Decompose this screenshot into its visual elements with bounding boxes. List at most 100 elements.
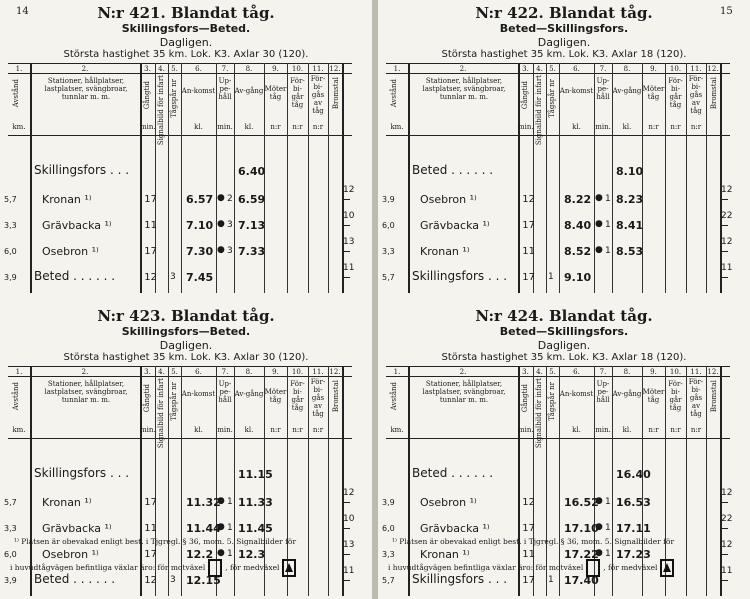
grid-line xyxy=(342,63,344,293)
grid-line xyxy=(30,366,32,596)
column-number: 11. xyxy=(690,368,702,376)
header-meets-unit: n:r xyxy=(648,123,659,131)
header-stop: Up-pe-håll xyxy=(218,380,232,404)
station-name: Beted . . . . . . xyxy=(34,572,116,586)
distance-km: 3,3 xyxy=(4,221,17,230)
header-running-unit: min. xyxy=(140,123,156,131)
arrival-time: 8.52 xyxy=(564,245,592,258)
departure-time: 8.10 xyxy=(616,165,644,178)
header-passes: För-bi-går tåg xyxy=(290,77,305,109)
grid-line xyxy=(181,366,182,596)
footnote-text: i huvudtågvägen befintliga växlar äro: f… xyxy=(388,563,584,572)
schedule-days: Dagligen. xyxy=(537,339,591,352)
header-departure-unit: kl. xyxy=(622,426,632,434)
arrival-time: 11.32 xyxy=(186,496,221,509)
departure-time: 17.11 xyxy=(616,522,651,535)
grid-line xyxy=(594,63,595,293)
column-number: 12. xyxy=(707,368,719,376)
arrival-time: 7.10 xyxy=(186,219,214,232)
train-title: N:r 424. Blandat tåg. xyxy=(378,308,750,325)
stop-minutes: 1 xyxy=(227,497,233,507)
right-page: 15 N:r 422. Blandat tåg. Beted—Skillingsfo… xyxy=(378,0,750,599)
column-number: 1. xyxy=(393,65,401,73)
column-number: 3. xyxy=(144,368,151,376)
timetable-row: 3,9 Osebron ¹⁾ 12 8.22 ● 1 8.23 12 xyxy=(382,185,732,209)
timetable-row: 5,7 Skillingsfors . . . 17 1 9.10 11 xyxy=(382,263,732,287)
header-passes: För-bi-går tåg xyxy=(668,380,683,412)
running-time: 17 xyxy=(522,220,535,231)
grid-line xyxy=(408,63,410,293)
grid-line xyxy=(612,63,613,293)
route: Skillingsfors—Beted. xyxy=(121,22,251,35)
stop-marker-icon: ● xyxy=(217,496,225,506)
header-passes: För-bi-går tåg xyxy=(290,380,305,412)
grid-line xyxy=(665,63,666,293)
grid-line xyxy=(234,366,235,596)
grid-line xyxy=(264,366,265,596)
schedule-days: Dagligen. xyxy=(159,36,213,49)
distance-km: 5,7 xyxy=(382,576,395,585)
header-km: km. xyxy=(12,123,26,131)
train-title: N:r 421. Blandat tåg. xyxy=(0,5,372,22)
stop-minutes: 1 xyxy=(605,246,611,256)
header-passes: För-bi-går tåg xyxy=(668,77,683,109)
grid-line xyxy=(308,366,309,596)
column-number: 8. xyxy=(245,65,253,73)
header-meets: Möter tåg xyxy=(642,85,665,101)
header-arrival: An-komst xyxy=(559,390,594,398)
stop-minutes: 1 xyxy=(227,549,233,559)
grid-line xyxy=(234,63,235,293)
distance-km: 3,3 xyxy=(4,524,17,533)
grid-line xyxy=(328,63,329,293)
arrival-time: 8.40 xyxy=(564,219,592,232)
running-time: 11 xyxy=(144,220,157,231)
stop-minutes: 1 xyxy=(605,523,611,533)
column-number: 3. xyxy=(522,368,529,376)
departure-time: 8.53 xyxy=(616,245,644,258)
station-name: Osebron ¹⁾ xyxy=(42,548,99,561)
grid-line xyxy=(642,63,643,293)
header-stations: Stationer, hållplatser, lastplatser, svä… xyxy=(44,380,128,404)
header-departure: Av-gång xyxy=(612,390,642,398)
column-number: 7. xyxy=(221,65,229,73)
arrival-time: 6.57 xyxy=(186,193,214,206)
brake-value: 12 xyxy=(721,540,733,550)
header-meets-unit: n:r xyxy=(270,426,281,434)
grid-line xyxy=(216,63,217,293)
track-number: 3 xyxy=(170,575,176,585)
grid-line xyxy=(533,63,534,293)
stop-marker-icon: ● xyxy=(595,193,603,203)
header-passed-by-unit: n:r xyxy=(312,123,324,131)
departure-time: 8.23 xyxy=(616,193,644,206)
brake-line xyxy=(342,277,350,278)
train-type: Blandat tåg. xyxy=(170,4,275,22)
timetable-row: 3,9 Beted . . . . . . 12 3 7.45 11 xyxy=(4,263,354,287)
header-km: km. xyxy=(390,426,404,434)
grid-line xyxy=(264,63,265,293)
brake-line xyxy=(342,251,350,252)
header-arrival-unit: kl. xyxy=(194,123,203,131)
timetable-row: 3,3 Kronan ¹⁾ 11 8.52 ● 1 8.53 12 xyxy=(382,237,732,261)
departure-time: 11.33 xyxy=(238,496,273,509)
train-number: N:r 424. xyxy=(475,307,544,325)
train-type: Blandat tåg. xyxy=(548,307,653,325)
column-number: 12. xyxy=(329,65,341,73)
timetable-row: 3,9 Beted . . . . . . 12 3 12.15 11 xyxy=(4,566,354,590)
departure-time: 6.40 xyxy=(238,165,266,178)
station-name: Skillingsfors . . . xyxy=(412,572,508,586)
departure-time: 6.59 xyxy=(238,193,266,206)
stop-minutes: 3 xyxy=(227,220,233,230)
grid-line xyxy=(518,63,520,293)
timetable-row: 6,0 Osebron ¹⁾ 17 7.30 ● 3 7.33 13 xyxy=(4,237,354,261)
header-meets-unit: n:r xyxy=(648,426,659,434)
brake-value: 11 xyxy=(721,566,733,576)
station-name: Osebron ¹⁾ xyxy=(420,193,477,206)
grid-line xyxy=(386,438,730,439)
speed-info: Största hastighet 35 km. Lok. K3. Axlar … xyxy=(441,49,687,60)
brake-line xyxy=(342,580,350,581)
column-number: 9. xyxy=(650,65,657,73)
header-meets: Möter tåg xyxy=(264,85,287,101)
column-number: 6. xyxy=(195,368,202,376)
column-number: 8. xyxy=(623,368,631,376)
column-number: 8. xyxy=(245,368,253,376)
